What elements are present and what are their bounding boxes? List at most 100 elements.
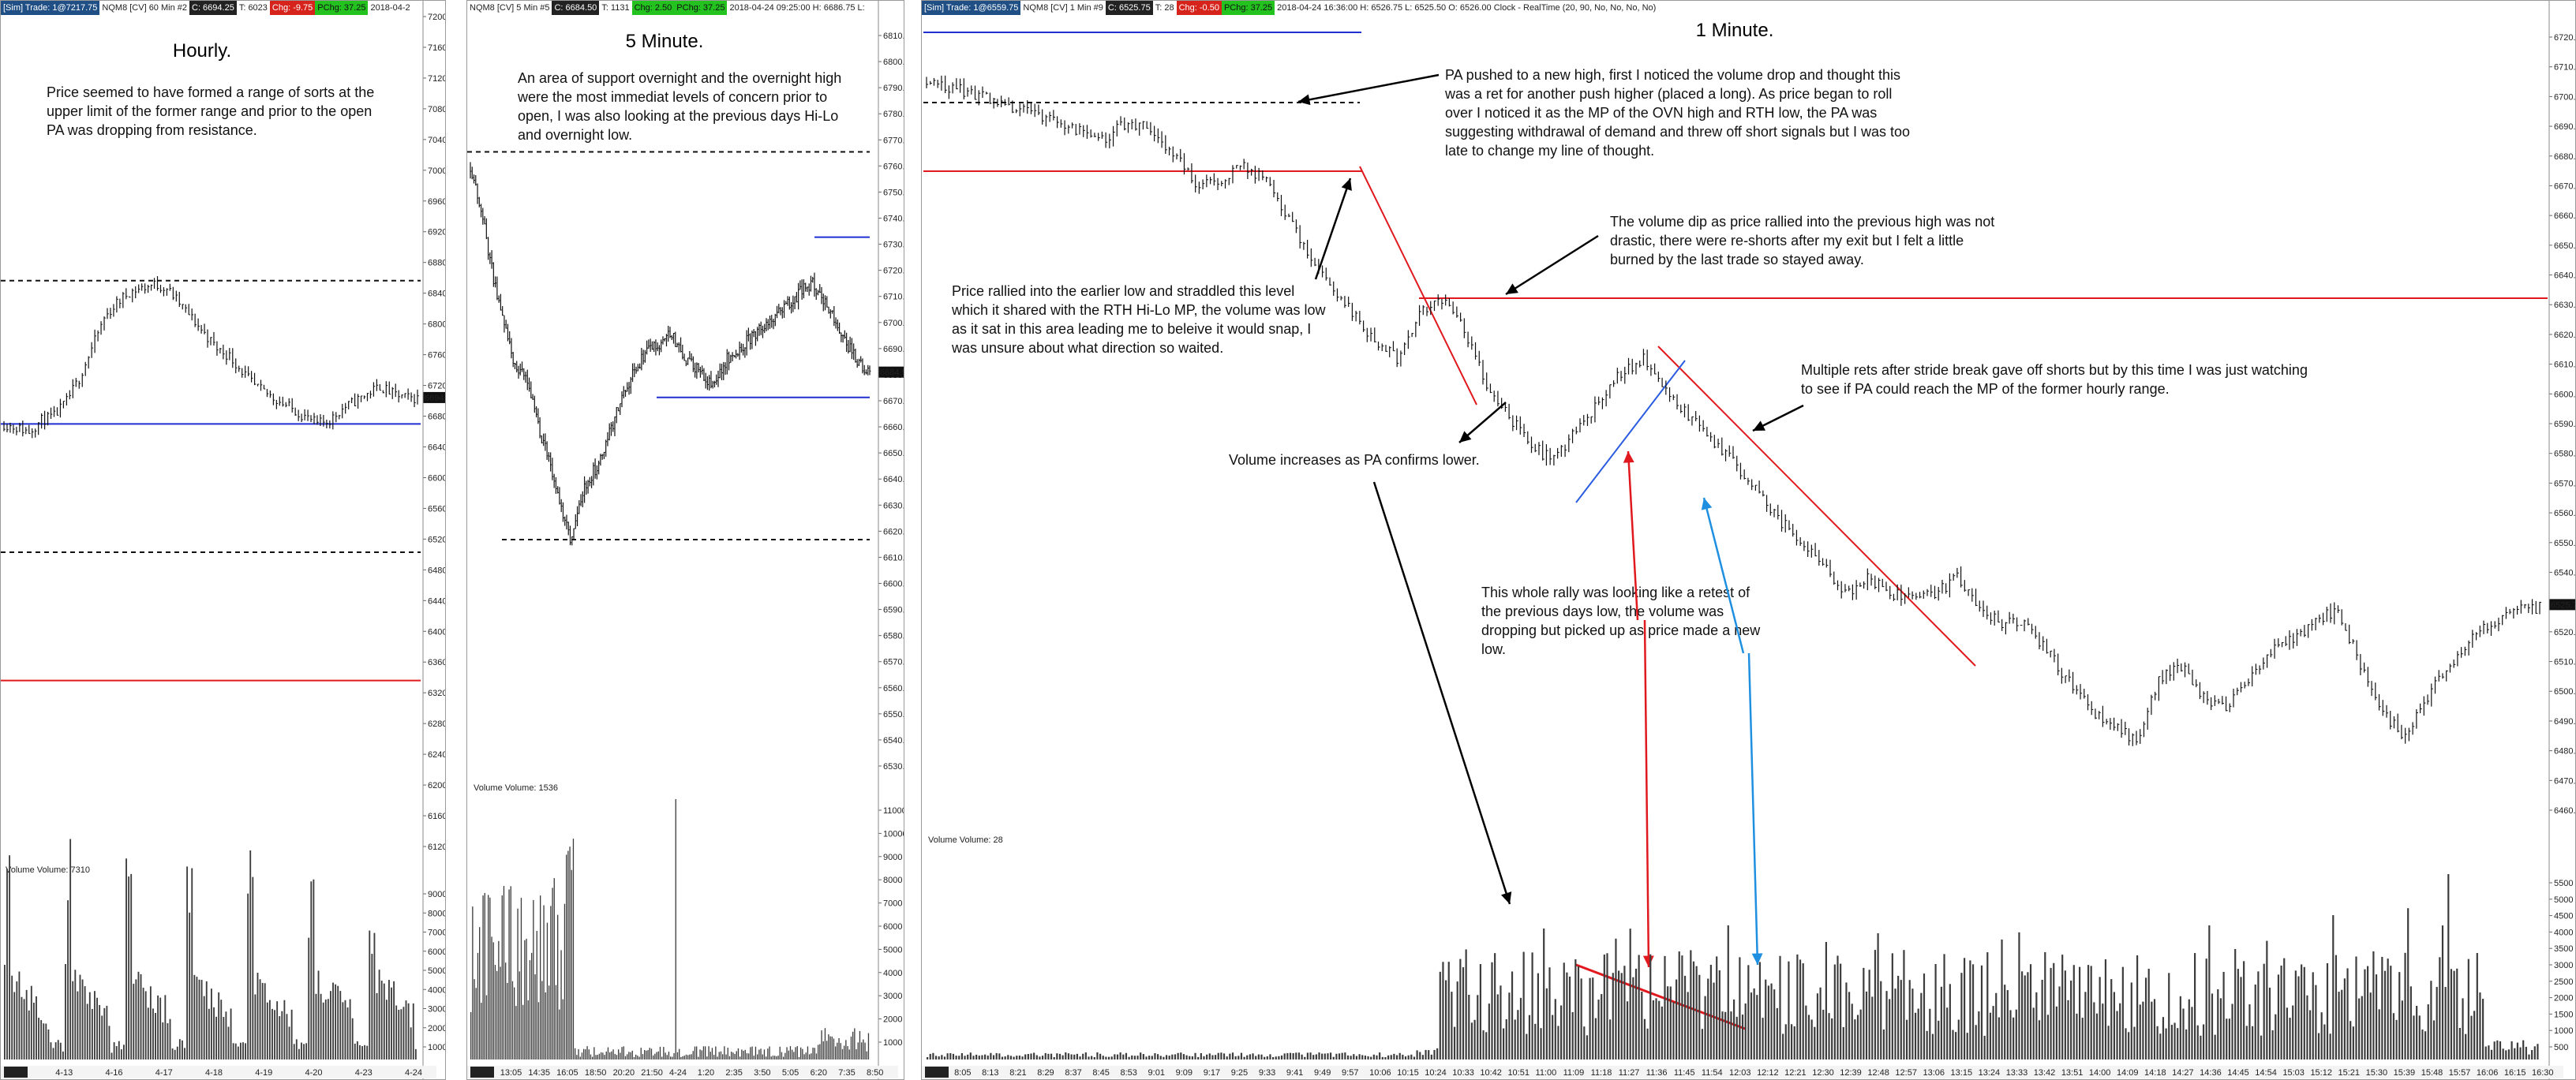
five-minute-volume-bar: [482, 895, 484, 1059]
five-minute-price-axis-tick-label: 6550.00: [883, 710, 904, 719]
one-minute-time-axis-label: 11:27: [1619, 1068, 1640, 1078]
one-minute-volume-bar: [1566, 972, 1568, 1059]
one-minute-time-axis-label: 11:00: [1536, 1068, 1557, 1078]
one-minute-volume-bar: [2458, 1027, 2461, 1059]
one-minute-volume-bar: [1831, 1018, 1833, 1059]
one-minute-volume-bar: [2444, 987, 2447, 1059]
five-minute-note: An area of support overnight and the ove…: [518, 70, 842, 143]
five-minute-volume-bar: [605, 1051, 607, 1059]
five-minute-price-axis-tick-label: 6760.00: [883, 162, 904, 171]
one-minute-time-axis-label: 9:49: [1314, 1068, 1331, 1078]
one-minute-volume-bar: [2447, 874, 2450, 1059]
one-minute-time-axis-label: 12:39: [1840, 1068, 1862, 1078]
one-minute-volume-bar: [1574, 959, 1577, 1059]
hourly-symbol: NQM8 [CV] 60 Min #2: [102, 3, 187, 13]
hourly-volume-bar: [47, 1029, 50, 1059]
one-minute-volume-bar: [1260, 1054, 1263, 1059]
one-minute-volume-bar: [1065, 1052, 1067, 1059]
one-minute-volume-bar: [2320, 1012, 2323, 1059]
hourly-volume-bar: [84, 986, 86, 1059]
hourly-volume-bar: [4, 964, 6, 1059]
five-minute-price-axis-tick-label: 6590.00: [883, 606, 904, 615]
five-minute-volume-bar: [543, 905, 545, 1059]
one-minute-volume-bar: [1076, 1053, 1078, 1059]
five-minute-volume-bar: [819, 1044, 821, 1059]
one-minute-time-axis-label: 8:53: [1120, 1068, 1136, 1078]
one-minute-time-axis-label: 11:09: [1563, 1068, 1585, 1078]
one-minute-volume-bar: [1114, 1054, 1116, 1059]
hourly-volume-bar: [178, 1039, 181, 1059]
one-minute-volume-bar: [1874, 950, 1877, 1059]
one-minute-volume-bar: [1194, 1052, 1196, 1059]
one-minute-volume-bar: [2032, 1007, 2035, 1059]
one-minute-volume-bar: [1246, 1055, 1249, 1059]
one-minute-volume-bar: [2079, 966, 2081, 1059]
five-minute-volume-bar: [803, 1054, 805, 1059]
one-minute-volume-bar: [2416, 1006, 2418, 1059]
one-minute-volume-bar: [1618, 970, 1620, 1059]
five-minute-volume-bar: [795, 1047, 796, 1059]
one-minute-volume-bar: [2326, 962, 2329, 1059]
hourly-volume-bar: [59, 1042, 62, 1059]
one-minute-volume-bar: [2055, 1006, 2057, 1059]
five-minute-volume-bar: [718, 1052, 720, 1059]
five-minute-time-axis-marker: [470, 1067, 494, 1078]
hourly-volume-bar: [378, 970, 380, 1059]
one-minute-volume-bar: [949, 1052, 952, 1059]
five-minute-volume-bar: [621, 1047, 623, 1059]
one-minute-price-axis-tick-label: 6660.00: [2554, 211, 2576, 221]
one-minute-volume-bar: [1540, 1028, 1542, 1059]
five-minute-volume-bar: [545, 992, 546, 1059]
hourly-volume-bar: [186, 866, 189, 1059]
one-minute-volume-bar: [1197, 1056, 1200, 1059]
five-minute-volume-bar: [569, 846, 571, 1059]
one-minute-time-axis-label: 9:33: [1259, 1068, 1275, 1078]
hourly-volume-bar: [18, 971, 21, 1059]
one-minute-price-axis-tick-label: 6500.00: [2554, 687, 2576, 697]
hourly-volume-bar: [54, 1042, 57, 1059]
five-minute-volume-bar: [618, 1049, 620, 1059]
hourly-volume-bar: [376, 992, 378, 1059]
one-minute-volume-bar: [2012, 1017, 2015, 1059]
one-minute-volume-axis-tick-label: 2500: [2554, 977, 2573, 987]
one-minute-volume-bar: [1430, 1054, 1432, 1059]
one-minute-header: [Sim] Trade: 1@6559.75 NQM8 [CV] 1 Min #9…: [922, 1, 1658, 15]
hourly-volume-bar: [266, 1002, 268, 1059]
five-minute-volume-bar: [614, 1053, 616, 1059]
hourly-volume-bar: [184, 1048, 185, 1059]
one-minute-volume-bar: [1810, 1019, 1813, 1059]
one-minute-price-axis-tick-label: 6650.00: [2554, 241, 2576, 251]
hourly-price-axis-tick-label: 6440.00: [428, 596, 446, 606]
one-minute-volume-bar: [1470, 1022, 1473, 1059]
five-minute-volume-axis-tick-label: 7000: [883, 899, 902, 909]
one-minute-volume-bar: [2234, 949, 2237, 1059]
one-minute-volume-bar: [1050, 1053, 1053, 1059]
one-minute-volume-bar: [2441, 925, 2444, 1059]
one-minute-volume-bar: [1154, 1052, 1156, 1059]
hourly-volume-bar: [405, 1000, 407, 1059]
hourly-volume-bar: [99, 1004, 101, 1059]
one-minute-volume-bar: [1649, 954, 1652, 1059]
one-minute-volume-bar: [2177, 1028, 2179, 1059]
five-minute-volume-bar: [708, 1046, 710, 1059]
five-minute-volume-bar: [710, 1052, 711, 1059]
five-minute-volume-bar: [633, 1056, 635, 1059]
five-minute-volume-bar: [661, 1056, 663, 1059]
one-minute-volume-bar: [987, 1056, 989, 1059]
one-minute-volume-bar: [1016, 1056, 1018, 1059]
five-minute-volume-bar: [777, 1056, 779, 1059]
one-minute-volume-bar: [2514, 1048, 2516, 1059]
hourly-volume-bar: [103, 1007, 106, 1059]
one-minute-volume-bar: [1692, 961, 1695, 1059]
five-minute-volume-bar: [847, 1046, 848, 1059]
hourly-volume-bar: [290, 1009, 293, 1059]
one-minute-volume-bar: [2001, 939, 2003, 1059]
one-minute-volume-bar: [1840, 963, 1842, 1059]
five-minute-volume-bar: [850, 1036, 852, 1059]
one-minute-volume-bar: [2427, 1004, 2429, 1059]
one-minute-volume-bar: [1257, 1054, 1260, 1059]
one-minute-volume-bar: [2372, 951, 2375, 1059]
hourly-volume-bar: [113, 1042, 115, 1059]
hourly-volume-bar: [359, 1044, 361, 1059]
one-minute-volume-bar: [2436, 987, 2438, 1059]
